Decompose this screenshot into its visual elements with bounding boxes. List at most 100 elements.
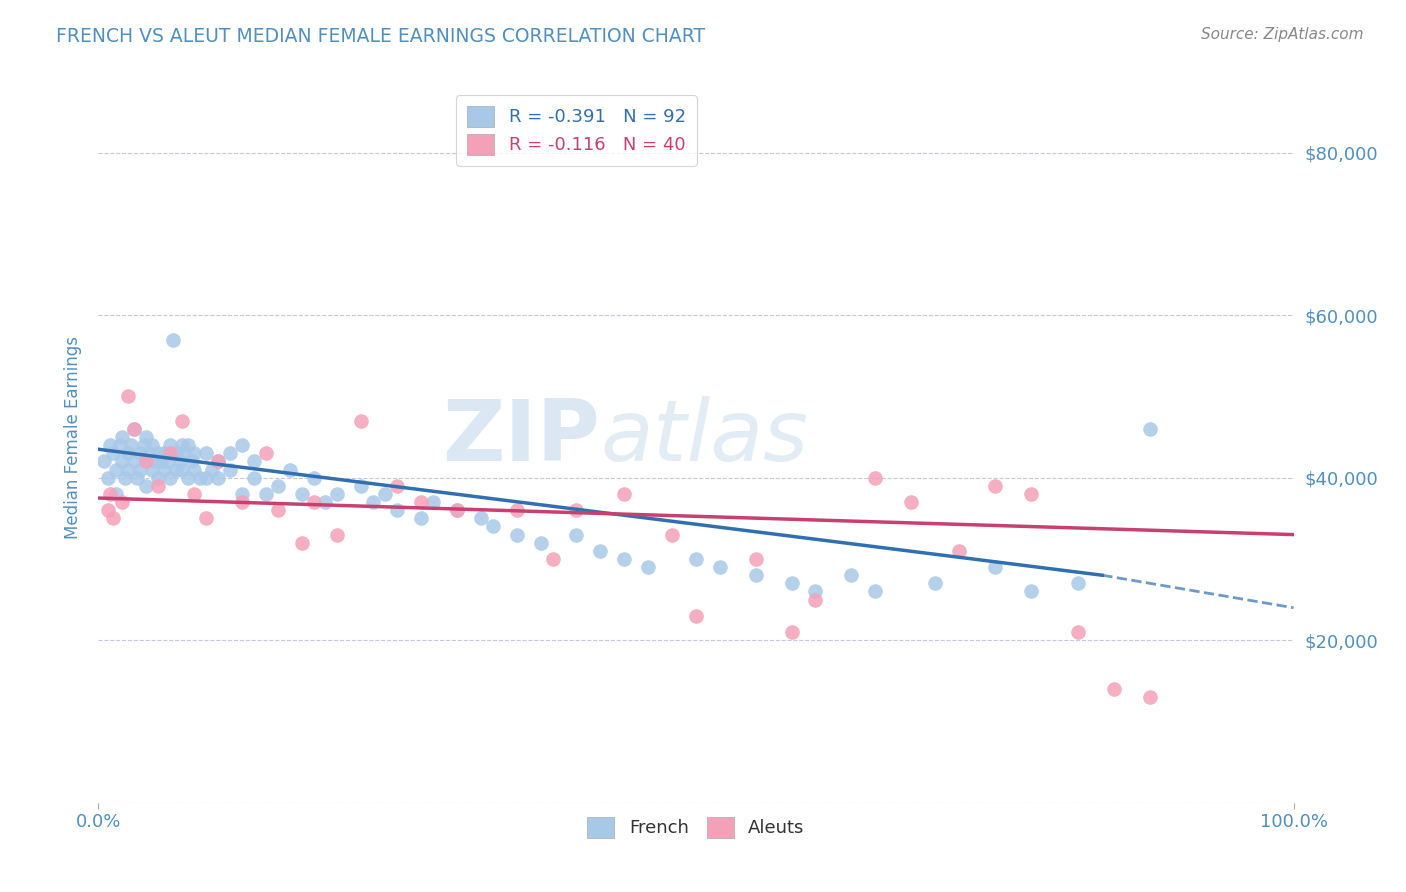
Point — [141, 438, 163, 452]
Point — [183, 462, 205, 476]
Point — [1139, 422, 1161, 436]
Point — [117, 462, 139, 476]
Point — [207, 454, 229, 468]
Point — [278, 462, 301, 476]
Point — [541, 552, 564, 566]
Point — [153, 462, 176, 476]
Point — [780, 576, 803, 591]
Point — [97, 471, 120, 485]
Point — [613, 552, 636, 566]
Point — [129, 446, 152, 460]
Point — [201, 462, 224, 476]
Point — [411, 511, 433, 525]
Point — [315, 495, 337, 509]
Point — [98, 487, 122, 501]
Point — [169, 454, 191, 468]
Point — [565, 527, 588, 541]
Point — [114, 471, 136, 485]
Point — [125, 471, 148, 485]
Point — [637, 560, 659, 574]
Point — [172, 438, 194, 452]
Point — [363, 495, 385, 509]
Point — [120, 438, 142, 452]
Point — [470, 511, 492, 525]
Point — [97, 503, 120, 517]
Point — [231, 495, 253, 509]
Point — [446, 503, 468, 517]
Point — [195, 471, 218, 485]
Point — [159, 438, 181, 452]
Point — [124, 454, 146, 468]
Point — [231, 438, 253, 452]
Point — [661, 527, 683, 541]
Point — [1067, 576, 1090, 591]
Point — [254, 446, 277, 460]
Point — [302, 471, 325, 485]
Point — [159, 471, 181, 485]
Point — [291, 535, 314, 549]
Point — [111, 430, 134, 444]
Point — [129, 462, 152, 476]
Point — [148, 479, 170, 493]
Point — [117, 446, 139, 460]
Point — [93, 454, 115, 468]
Point — [530, 535, 553, 549]
Point — [267, 503, 290, 517]
Point — [1104, 681, 1126, 696]
Point — [745, 568, 768, 582]
Point — [267, 479, 290, 493]
Point — [948, 544, 970, 558]
Point — [865, 584, 887, 599]
Point — [506, 503, 529, 517]
Point — [124, 422, 146, 436]
Point — [138, 446, 160, 460]
Y-axis label: Median Female Earnings: Median Female Earnings — [65, 335, 83, 539]
Point — [156, 454, 179, 468]
Point — [1067, 625, 1090, 640]
Point — [219, 462, 242, 476]
Point — [162, 333, 184, 347]
Point — [148, 446, 170, 460]
Point — [141, 462, 163, 476]
Point — [385, 479, 409, 493]
Point — [188, 471, 211, 485]
Point — [172, 462, 194, 476]
Point — [326, 487, 349, 501]
Point — [149, 454, 172, 468]
Point — [195, 446, 218, 460]
Point — [446, 503, 468, 517]
Point — [350, 414, 373, 428]
Point — [865, 471, 887, 485]
Point — [98, 438, 122, 452]
Point — [101, 446, 124, 460]
Legend: French, Aleuts: French, Aleuts — [581, 810, 811, 845]
Text: atlas: atlas — [600, 395, 808, 479]
Point — [900, 495, 922, 509]
Point — [132, 438, 155, 452]
Point — [506, 527, 529, 541]
Point — [1019, 584, 1042, 599]
Point — [101, 511, 124, 525]
Text: ZIP: ZIP — [443, 395, 600, 479]
Point — [326, 527, 349, 541]
Point — [302, 495, 325, 509]
Point — [135, 454, 157, 468]
Point — [105, 487, 128, 501]
Point — [374, 487, 396, 501]
Point — [117, 389, 139, 403]
Point — [172, 414, 194, 428]
Point — [207, 471, 229, 485]
Point — [613, 487, 636, 501]
Point — [159, 446, 181, 460]
Point — [231, 487, 253, 501]
Text: Source: ZipAtlas.com: Source: ZipAtlas.com — [1201, 27, 1364, 42]
Point — [148, 471, 170, 485]
Point — [924, 576, 946, 591]
Point — [177, 438, 200, 452]
Point — [135, 479, 157, 493]
Point — [180, 454, 202, 468]
Point — [153, 446, 176, 460]
Point — [111, 454, 134, 468]
Point — [135, 430, 157, 444]
Point — [385, 503, 409, 517]
